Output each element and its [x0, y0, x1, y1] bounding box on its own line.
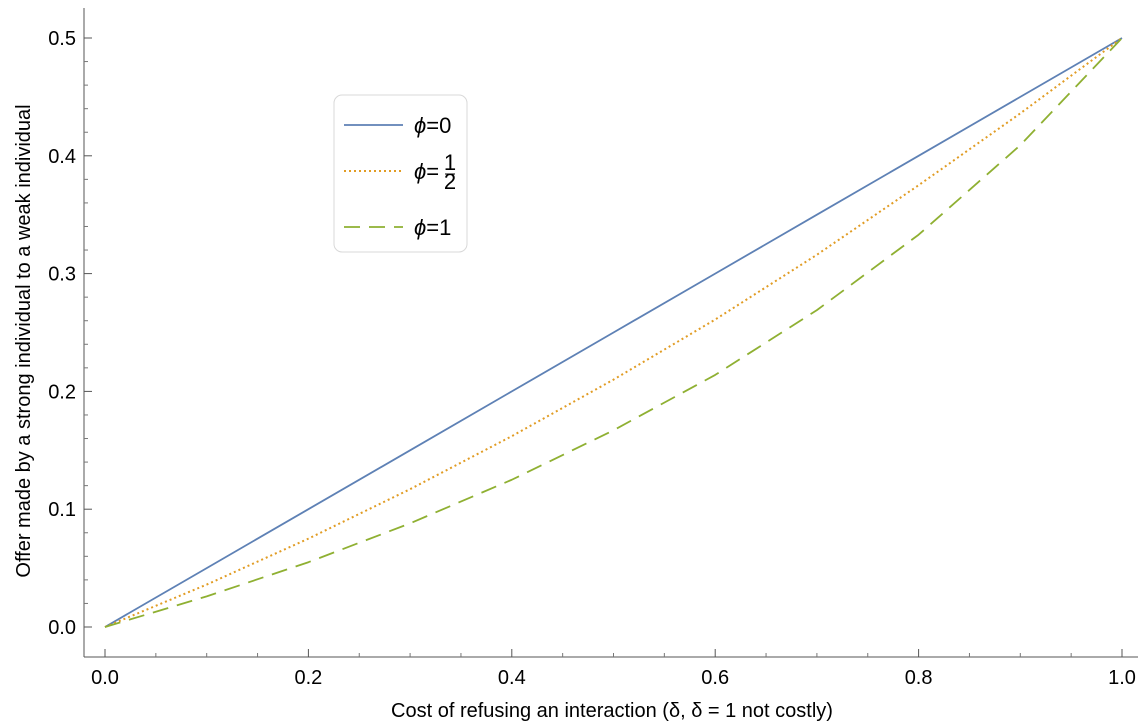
series-line-2: [104, 37, 1123, 628]
y-tick-label: 0.1: [48, 499, 76, 521]
x-tick-label: 0.6: [701, 667, 729, 689]
series-layer: [104, 37, 1123, 628]
series-line-3: [104, 37, 1123, 628]
x-tick-label: 0.8: [905, 667, 933, 689]
y-tick-label: 0.0: [48, 617, 76, 639]
ticks: 0.0 0.2 0.4 0.6 0.8 1.0 0.0 0.1 0.2 0.3 0.4 0.5: [48, 28, 1136, 689]
y-tick-label: 0.3: [48, 264, 76, 286]
legend-label-3: ϕ=1: [414, 215, 451, 240]
x-tick-label: 0.2: [294, 667, 322, 689]
y-tick-label: 0.5: [48, 28, 76, 50]
y-tick-label: 0.2: [48, 381, 76, 403]
x-tick-label: 1.0: [1108, 667, 1136, 689]
y-tick-label: 0.4: [48, 146, 76, 168]
axes: [83, 8, 1138, 658]
legend-label-1: ϕ=0: [414, 113, 451, 138]
x-axis-label: Cost of refusing an interaction (δ, δ = …: [391, 700, 833, 722]
series-line-1: [104, 37, 1123, 628]
legend-label-2: ϕ=: [414, 159, 439, 184]
y-axis-label: Offer made by a strong individual to a w…: [13, 104, 35, 577]
x-tick-label: 0.4: [498, 667, 526, 689]
legend-fraction-denominator: 2: [444, 169, 456, 194]
legend-fraction-numerator: 1: [444, 150, 456, 175]
x-tick-label: 0.0: [91, 667, 119, 689]
legend: ϕ=0ϕ= 12ϕ=1: [333, 94, 468, 253]
legend-box: [333, 94, 468, 253]
